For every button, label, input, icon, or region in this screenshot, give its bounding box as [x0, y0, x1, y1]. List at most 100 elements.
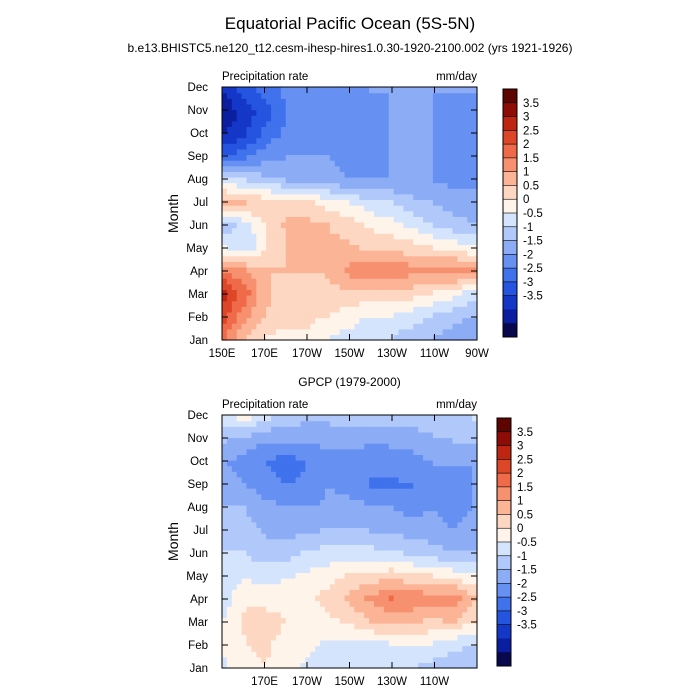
- heatmap-cell: [222, 126, 228, 133]
- heatmap-cell: [226, 98, 233, 105]
- heatmap-cell: [315, 238, 321, 246]
- heatmap-cell: [305, 272, 311, 279]
- heatmap-cell: [315, 137, 321, 144]
- heatmap-cell: [359, 566, 365, 574]
- heatmap-cell: [388, 137, 395, 144]
- heatmap-cell: [300, 238, 306, 246]
- heatmap-cell: [432, 510, 439, 517]
- heatmap-cell: [467, 600, 473, 607]
- heatmap-cell: [241, 634, 248, 641]
- heatmap-cell: [374, 437, 380, 444]
- heatmap-cell: [418, 182, 424, 189]
- heatmap-cell: [324, 420, 331, 427]
- heatmap-cell: [300, 527, 306, 534]
- heatmap-cell: [403, 465, 409, 472]
- heatmap-cell: [256, 617, 262, 624]
- heatmap-cell: [246, 266, 253, 274]
- heatmap-cell: [457, 311, 463, 319]
- heatmap-cell: [432, 317, 439, 324]
- heatmap-cell: [364, 131, 370, 139]
- heatmap-cell: [408, 120, 414, 127]
- heatmap-cell: [427, 143, 434, 150]
- heatmap-cell: [226, 645, 233, 652]
- heatmap-cell: [423, 300, 429, 307]
- heatmap-cell: [300, 103, 306, 111]
- heatmap-cell: [329, 255, 336, 262]
- heatmap-cell: [374, 578, 380, 585]
- heatmap-cell: [364, 182, 370, 189]
- heatmap-cell: [457, 504, 463, 512]
- heatmap-cell: [383, 250, 390, 257]
- heatmap-cell: [334, 272, 341, 279]
- heatmap-cell: [231, 504, 238, 512]
- heatmap-cell: [413, 594, 419, 602]
- heatmap-cell: [442, 143, 449, 150]
- heatmap-cell: [305, 300, 311, 307]
- heatmap-cell: [378, 266, 385, 274]
- heatmap-cell: [315, 533, 321, 540]
- heatmap-cell: [222, 238, 228, 246]
- heatmap-cell: [261, 510, 267, 517]
- heatmap-cell: [378, 98, 385, 105]
- heatmap-cell: [241, 448, 248, 455]
- heatmap-cell: [290, 549, 297, 557]
- heatmap-cell: [241, 420, 248, 427]
- heatmap-cell: [442, 639, 449, 647]
- heatmap-cell: [408, 317, 414, 324]
- heatmap-cell: [427, 171, 434, 178]
- heatmap-cell: [241, 628, 248, 635]
- heatmap-cell: [472, 92, 478, 99]
- heatmap-cell: [241, 188, 248, 195]
- heatmap-cell: [285, 176, 292, 184]
- heatmap-cell: [310, 600, 316, 607]
- heatmap-cell: [300, 499, 306, 506]
- heatmap-cell: [261, 289, 267, 296]
- heatmap-cell: [388, 283, 395, 290]
- heatmap-cell: [398, 317, 405, 324]
- heatmap-cell: [374, 210, 380, 217]
- heatmap-cell: [300, 420, 306, 427]
- heatmap-cell: [241, 482, 248, 489]
- heatmap-cell: [231, 493, 238, 500]
- heatmap-cell: [442, 448, 449, 455]
- heatmap-cell: [315, 216, 321, 223]
- heatmap-cell: [378, 426, 385, 433]
- heatmap-cell: [457, 623, 463, 630]
- heatmap-cell: [241, 538, 248, 545]
- heatmap-cell: [295, 606, 302, 613]
- heatmap-cell: [462, 317, 468, 324]
- heatmap-cell: [285, 454, 292, 461]
- heatmap-cell: [275, 120, 282, 127]
- heatmap-cell: [432, 295, 439, 302]
- heatmap-cell: [457, 227, 463, 234]
- heatmap-cell: [442, 431, 449, 439]
- heatmap-cell: [427, 431, 434, 439]
- heatmap-cell: [423, 306, 429, 313]
- heatmap-cell: [305, 154, 311, 161]
- heatmap-cell: [266, 459, 272, 467]
- heatmap-cell: [467, 210, 473, 217]
- heatmap-cell: [374, 426, 380, 433]
- heatmap-cell: [457, 482, 463, 489]
- heatmap-cell: [364, 617, 370, 624]
- heatmap-cell: [329, 634, 336, 641]
- heatmap-cell: [418, 493, 424, 500]
- heatmap-cell: [256, 221, 262, 229]
- heatmap-cell: [398, 634, 405, 641]
- heatmap-cell: [251, 115, 257, 122]
- heatmap-cell: [275, 210, 282, 217]
- heatmap-cell: [246, 600, 253, 607]
- colorbar-label: -1: [517, 551, 527, 563]
- heatmap-cell: [295, 420, 302, 427]
- heatmap-cell: [310, 188, 316, 195]
- heatmap-cell: [231, 437, 238, 444]
- heatmap-cell: [378, 578, 385, 585]
- heatmap-cell: [261, 465, 267, 472]
- heatmap-cell: [285, 238, 292, 246]
- heatmap-cell: [344, 295, 351, 302]
- heatmap-cell: [241, 527, 248, 534]
- heatmap-cell: [246, 199, 253, 206]
- heatmap-cell: [452, 459, 458, 467]
- heatmap-cell: [398, 283, 405, 290]
- heatmap-cell: [305, 488, 311, 495]
